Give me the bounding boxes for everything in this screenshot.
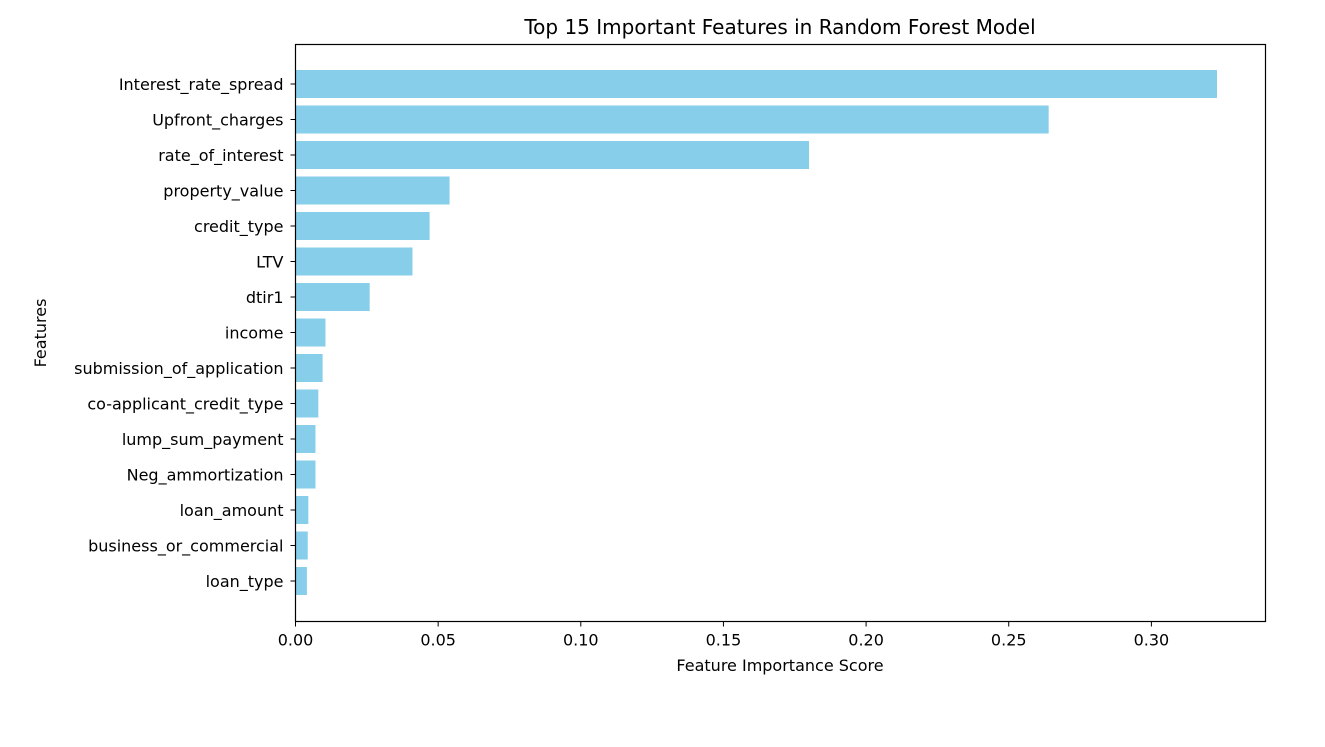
bar-dtir1: [295, 283, 370, 311]
chart-title: Top 15 Important Features in Random Fore…: [523, 15, 1035, 39]
y-tick-label: submission_of_application: [74, 359, 283, 379]
x-tick-label: 0.10: [563, 631, 599, 650]
x-tick-label: 0.05: [420, 631, 456, 650]
bar-co-applicant_credit_type: [295, 389, 319, 418]
bar-LTV: [295, 247, 413, 276]
x-tick-label: 0.00: [278, 631, 314, 650]
y-tick-label: co-applicant_credit_type: [87, 395, 283, 415]
bar-credit_type: [295, 212, 430, 240]
bar-business_or_commercial: [295, 531, 308, 560]
y-tick-label: business_or_commercial: [88, 537, 283, 557]
bar-Interest_rate_spread: [295, 70, 1217, 98]
x-axis-ticks: 0.00 0.05 0.10 0.15 0.20 0.25 0.30: [278, 621, 1170, 650]
bar-rate_of_interest: [295, 141, 810, 169]
x-tick-label: 0.30: [1134, 631, 1170, 650]
bar-Upfront_charges: [295, 105, 1049, 134]
y-axis-title: Features: [31, 299, 50, 368]
y-tick-label: property_value: [163, 182, 283, 202]
y-tick-label: LTV: [256, 253, 283, 272]
y-tick-label: lump_sum_payment: [122, 430, 284, 450]
y-tick-label: income: [225, 324, 284, 343]
bar-submission_of_application: [295, 354, 323, 382]
y-tick-label: loan_type: [206, 572, 284, 592]
plot-area-frame: [294, 43, 1267, 623]
y-axis-ticks: Interest_rate_spread Upfront_charges rate_…: [74, 75, 296, 592]
y-tick-label: Interest_rate_spread: [119, 75, 284, 95]
y-tick-label: loan_amount: [180, 501, 284, 521]
y-tick-label: rate_of_interest: [158, 146, 283, 166]
x-tick-label: 0.15: [706, 631, 742, 650]
x-tick-label: 0.25: [991, 631, 1027, 650]
bar-loan_amount: [295, 496, 309, 524]
x-axis-title: Feature Importance Score: [676, 656, 883, 675]
y-tick-label: dtir1: [246, 288, 284, 307]
bar-Neg_ammortization: [295, 460, 316, 489]
bar-lump_sum_payment: [295, 425, 316, 453]
bar-income: [295, 318, 326, 347]
bar-loan_type: [295, 567, 307, 595]
y-tick-label: Neg_ammortization: [127, 466, 284, 486]
y-tick-label: credit_type: [194, 217, 283, 237]
y-tick-label: Upfront_charges: [152, 111, 283, 131]
bar-property_value: [295, 176, 450, 205]
x-tick-label: 0.20: [848, 631, 884, 650]
bars-group: [295, 70, 1217, 595]
